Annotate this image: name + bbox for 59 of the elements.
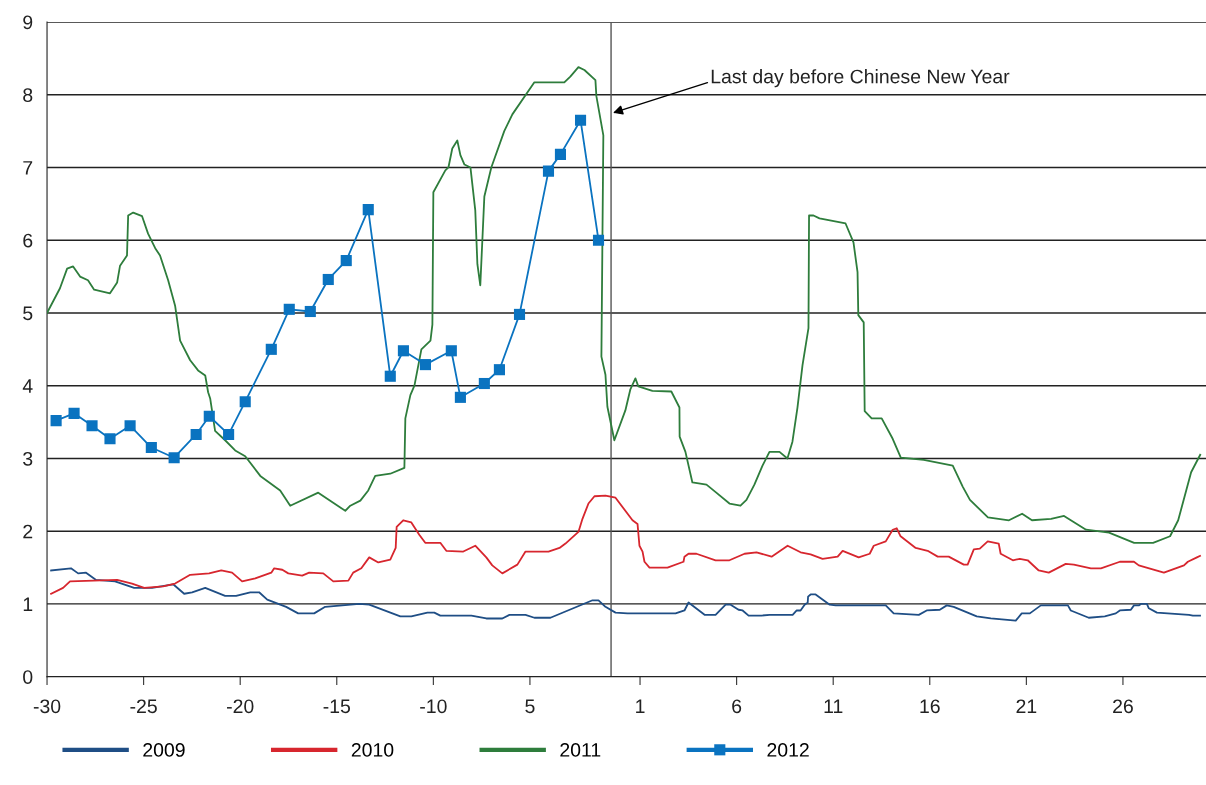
point	[384, 370, 396, 382]
point	[574, 114, 587, 126]
point	[304, 305, 316, 318]
legend-label: 2011	[560, 743, 601, 757]
legend-label: 2012	[767, 743, 809, 757]
x-tick-label: 16	[920, 699, 940, 714]
point	[86, 420, 98, 432]
y-tick-label: 6	[23, 233, 33, 248]
y-tick-label: 2	[23, 524, 33, 539]
point	[239, 396, 251, 408]
point	[68, 407, 80, 419]
x-tick-label: -15	[323, 699, 351, 714]
point	[203, 410, 215, 422]
x-tick-label: -25	[130, 699, 157, 714]
x-tick-label: 11	[824, 699, 843, 713]
legend-label: 2009	[143, 743, 185, 757]
x-tick-label: 21	[1016, 699, 1037, 713]
y-tick-label: 0	[23, 670, 33, 684]
point	[445, 345, 457, 357]
point	[362, 204, 374, 216]
point	[322, 273, 334, 286]
point	[340, 255, 352, 267]
annotation: Last day before Chinese New Year	[711, 69, 1010, 88]
point	[283, 303, 295, 315]
legend-label: 2010	[351, 743, 394, 757]
x-tick-label: 5	[525, 699, 535, 714]
y-tick-label: 7	[23, 161, 33, 175]
point	[190, 428, 202, 440]
line-series	[50, 494, 1201, 595]
y-tick-label: 9	[23, 15, 33, 30]
line-series	[50, 567, 1201, 622]
x-tick-label: -20	[227, 699, 254, 714]
y-tick-label: 3	[23, 451, 33, 466]
point	[493, 364, 505, 376]
point	[397, 345, 409, 357]
point	[145, 441, 157, 454]
point	[513, 308, 526, 320]
point	[124, 420, 136, 432]
y-tick-label: 1	[23, 597, 33, 611]
point	[592, 234, 605, 246]
x-tick-label: 26	[1113, 699, 1133, 714]
point	[554, 148, 567, 160]
x-tick-label: -10	[420, 699, 447, 714]
point	[478, 377, 490, 390]
point	[50, 415, 62, 427]
point	[419, 359, 431, 371]
x-tick-label: 1	[636, 699, 645, 713]
y-tick-label: 5	[23, 306, 33, 321]
point	[454, 391, 466, 403]
point	[542, 165, 555, 177]
point	[223, 428, 235, 440]
y-tick-label: 8	[23, 88, 33, 102]
y-tick-label: 4	[22, 379, 33, 393]
point	[168, 452, 180, 464]
x-tick-label: 6	[732, 699, 742, 714]
point	[265, 343, 277, 355]
x-tick-label: -30	[33, 699, 61, 714]
point	[104, 433, 116, 445]
line-series	[47, 66, 1202, 544]
